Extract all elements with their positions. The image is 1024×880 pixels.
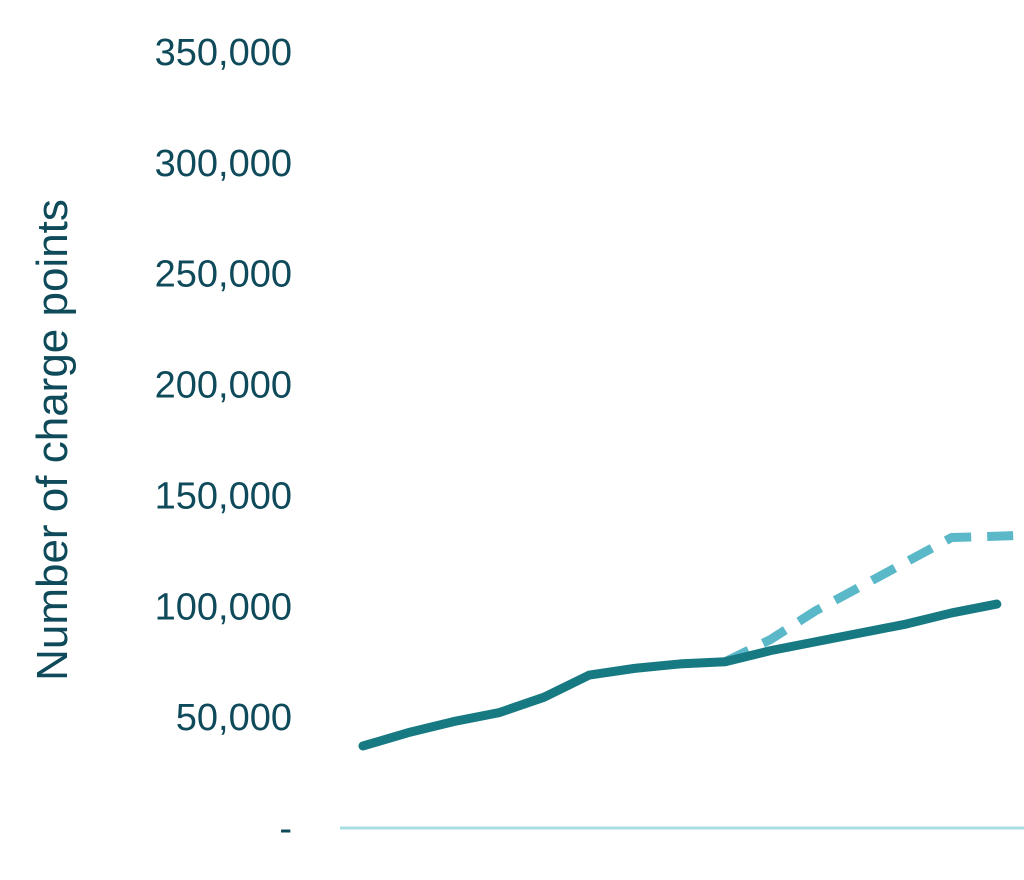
y-tick-label-4: 150,000 — [155, 475, 292, 517]
series-group — [358, 530, 1024, 751]
y-tick-label-2: 250,000 — [155, 254, 292, 296]
y-axis-ticks: 350,000 300,000 250,000 200,000 150,000 100,0… — [155, 32, 292, 850]
y-tick-label-6: 50,000 — [176, 697, 292, 739]
series-line-solid — [358, 599, 1002, 751]
y-tick-label-1: 300,000 — [155, 143, 292, 185]
series-line-dashed — [723, 530, 1024, 666]
y-axis-title-group: Number of charge points — [28, 199, 77, 681]
y-tick-label-3: 200,000 — [155, 365, 292, 407]
y-tick-label-0: 350,000 — [155, 32, 292, 74]
y-tick-label-7: - — [279, 808, 292, 850]
y-axis-title: Number of charge points — [28, 199, 77, 681]
y-tick-label-5: 100,000 — [155, 586, 292, 628]
